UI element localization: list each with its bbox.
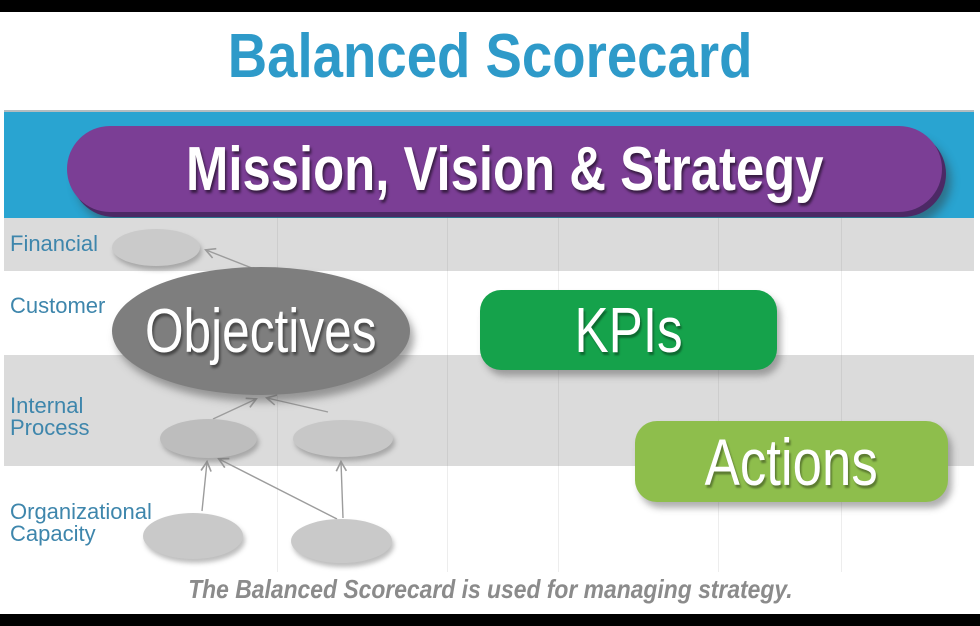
actions-label: Actions (704, 424, 879, 499)
strip-top-divider (4, 110, 974, 112)
arrow-ocleft-to-ipleft (200, 459, 212, 512)
table-gridline (277, 218, 278, 572)
table-gridline (447, 218, 448, 572)
row-label-organizational-capacity: Organizational Capacity (10, 499, 152, 546)
objective-node-internal-left (160, 419, 257, 458)
page-title-text: Balanced Scorecard (227, 22, 753, 91)
objectives-ellipse: Objectives (112, 267, 410, 395)
objective-node-capacity-right (291, 519, 392, 563)
table-gridline (558, 218, 559, 572)
letterbox-top (0, 0, 980, 12)
page-title: Balanced Scorecard (0, 24, 980, 89)
mission-vision-strategy-label: Mission, Vision & Strategy (185, 134, 824, 204)
objective-node-capacity-left (143, 513, 243, 559)
objectives-label: Objectives (145, 296, 377, 366)
kpis-box: KPIs (480, 290, 777, 370)
arrow-ocright-to-ipleft (217, 457, 338, 520)
row-label-customer: Customer (10, 293, 106, 318)
letterbox-bottom (0, 614, 980, 626)
actions-box: Actions (635, 421, 948, 502)
table-gridline (718, 218, 719, 572)
mission-vision-strategy-banner: Mission, Vision & Strategy (67, 126, 942, 212)
arrow-ocright-to-ipright (335, 459, 348, 519)
kpis-label: KPIs (574, 294, 683, 366)
caption-text: The Balanced Scorecard is used for manag… (187, 574, 793, 604)
objective-node-internal-right (293, 420, 393, 457)
caption: The Balanced Scorecard is used for manag… (0, 574, 980, 605)
row-label-internal-process: Internal Process (10, 393, 90, 440)
table-gridline (841, 218, 842, 572)
row-label-financial: Financial (10, 231, 99, 256)
objective-node-financial (112, 229, 200, 266)
